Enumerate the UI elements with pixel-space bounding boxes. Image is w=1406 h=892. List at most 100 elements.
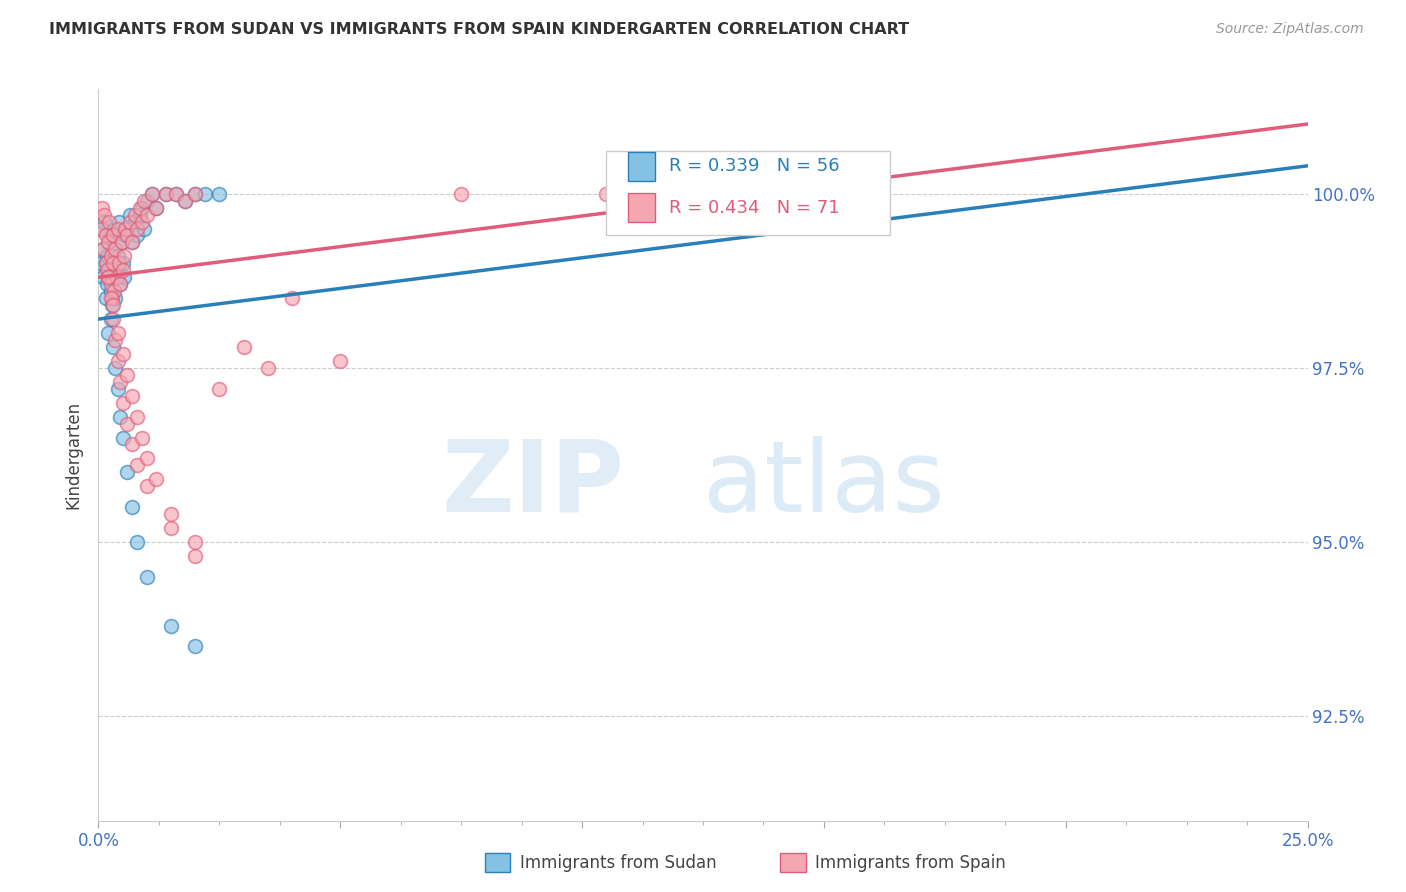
Point [104,291,127,305]
Point [117,417,139,431]
Point [107,249,129,263]
Point [111,235,134,250]
Point [107,214,129,228]
Point [91,270,114,285]
Point [135,208,157,222]
Bar [628,152,655,180]
Point [107,382,129,396]
Point [100,284,122,298]
Point [100,312,122,326]
Point [124,208,146,222]
Point [117,228,139,243]
Point [93,214,115,228]
Text: R = 0.339   N = 56: R = 0.339 N = 56 [669,157,839,175]
Text: Immigrants from Sudan: Immigrants from Sudan [520,854,717,871]
Point [145,201,167,215]
Point [107,354,129,368]
Point [208,382,231,396]
Point [174,194,197,208]
Point [94,291,117,305]
Point [135,479,157,493]
Point [121,500,143,515]
Point [131,201,153,215]
Point [96,263,118,277]
Point [155,186,177,201]
Point [101,291,124,305]
Point [103,221,125,235]
Point [111,256,134,270]
Point [174,194,197,208]
Point [98,214,121,228]
Point [97,270,120,285]
Point [107,221,129,235]
Point [111,395,134,409]
Point [96,277,118,292]
Point [124,214,146,228]
Text: Source: ZipAtlas.com: Source: ZipAtlas.com [1216,22,1364,37]
Point [101,228,124,243]
Point [98,235,121,250]
Point [160,521,183,535]
Point [91,201,114,215]
Point [104,333,127,347]
Point [184,535,207,549]
Point [111,235,134,250]
Point [114,228,136,243]
Point [127,458,149,473]
Point [90,256,112,270]
Point [100,228,122,243]
Point [111,347,134,361]
Point [112,270,135,285]
Point [97,235,120,250]
Point [329,354,352,368]
Point [134,194,156,208]
Point [135,570,157,584]
Text: ZIP: ZIP [441,435,624,533]
Point [160,507,183,521]
Point [107,326,129,340]
Point [281,291,304,305]
Point [108,409,131,424]
Text: Immigrants from Spain: Immigrants from Spain [815,854,1007,871]
Point [127,228,149,243]
Point [107,256,129,270]
Point [131,430,153,444]
Point [91,243,114,257]
Point [111,430,134,444]
Point [127,409,149,424]
Point [128,208,150,222]
Point [114,221,136,235]
Point [128,201,150,215]
Point [450,186,472,201]
Point [101,298,124,312]
Point [134,221,156,235]
Point [108,375,131,389]
Bar [606,152,890,235]
Point [117,221,139,235]
Point [160,618,183,632]
Point [101,298,124,312]
Point [117,466,139,480]
Point [103,284,125,298]
Point [91,221,114,235]
Text: R = 0.434   N = 71: R = 0.434 N = 71 [669,199,839,217]
Point [121,235,143,250]
Point [112,249,135,263]
Point [108,277,131,292]
Point [232,340,254,354]
Point [90,221,112,235]
Point [121,437,143,451]
Point [91,243,114,257]
Point [131,214,153,228]
Point [141,186,163,201]
Point [256,360,278,375]
Point [104,243,127,257]
Point [97,263,120,277]
Point [121,235,143,250]
Point [94,256,117,270]
Point [94,256,117,270]
Point [184,640,207,654]
Point [135,451,157,466]
Point [105,263,128,277]
Point [105,270,128,285]
